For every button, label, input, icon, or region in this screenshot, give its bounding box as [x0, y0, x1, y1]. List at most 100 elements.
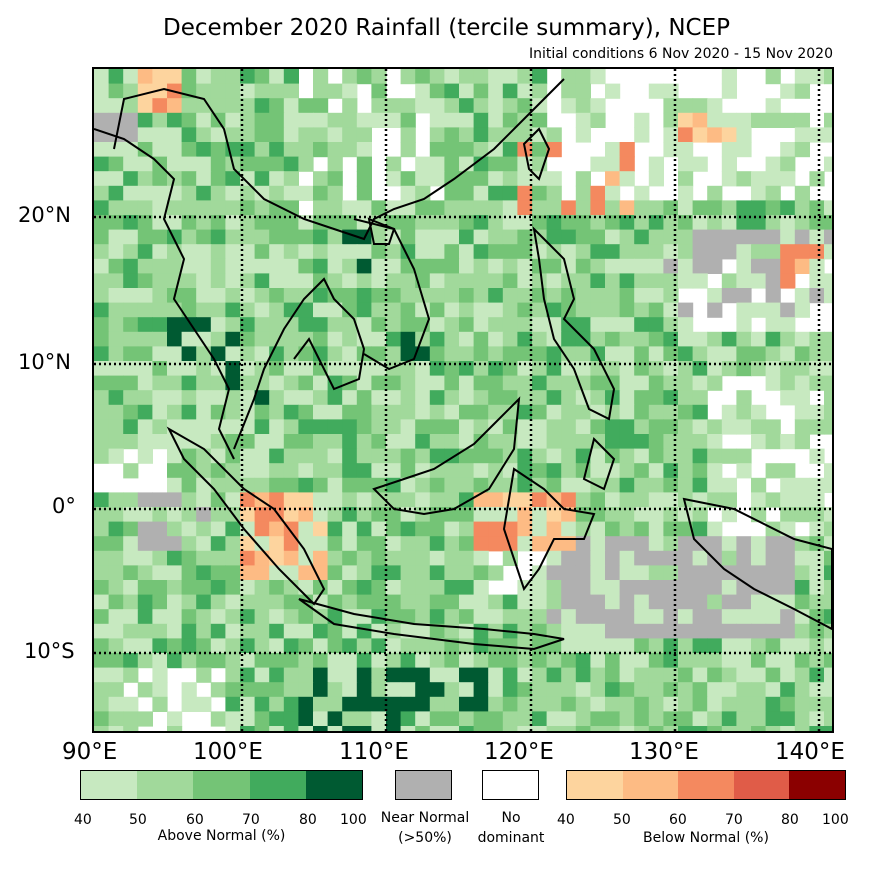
map-cell [605, 185, 621, 201]
map-cell [692, 331, 708, 347]
map-cell [225, 667, 241, 683]
map-cell [794, 419, 810, 435]
map-cell [736, 390, 752, 406]
map-cell [736, 404, 752, 420]
map-cell [488, 594, 504, 610]
legend-below-tick-60: 60 [669, 812, 687, 828]
map-cell [473, 448, 489, 464]
map-cell [459, 390, 475, 406]
map-cell [196, 550, 212, 566]
map-cell [736, 667, 752, 683]
map-cell [386, 375, 402, 391]
map-cell [400, 69, 416, 85]
map-cell [605, 317, 621, 333]
map-cell [459, 477, 475, 493]
map-cell [283, 477, 299, 493]
map-cell [283, 215, 299, 231]
map-cell [415, 682, 431, 698]
map-cell [590, 288, 606, 304]
map-cell [108, 448, 124, 464]
map-cell [167, 258, 183, 274]
map-cell [648, 273, 664, 289]
map-cell [400, 142, 416, 158]
map-cell [254, 580, 270, 596]
map-cell [283, 229, 299, 245]
map-cell [123, 594, 139, 610]
map-cell [794, 536, 810, 552]
map-cell [502, 244, 518, 260]
map-cell [590, 594, 606, 610]
map-cell [386, 507, 402, 523]
map-cell [780, 726, 796, 731]
map-cell [167, 726, 183, 731]
map-cell [546, 550, 562, 566]
map-cell [517, 258, 533, 274]
map-cell [429, 507, 445, 523]
map-cell [590, 317, 606, 333]
map-cell [692, 667, 708, 683]
legend-no-dominant-swatch [482, 770, 539, 800]
map-cell [196, 229, 212, 245]
map-cell [444, 331, 460, 347]
map-cell [561, 580, 577, 596]
map-cell [605, 536, 621, 552]
map-cell [342, 696, 358, 712]
map-cell [575, 244, 591, 260]
map-cell [459, 215, 475, 231]
legend-above-swatch-4 [249, 771, 306, 799]
map-cell [751, 477, 767, 493]
map-cell [415, 550, 431, 566]
map-cell [196, 696, 212, 712]
map-cell [254, 390, 270, 406]
map-cell [123, 244, 139, 260]
map-cell [459, 404, 475, 420]
map-cell [444, 492, 460, 508]
map-cell [532, 375, 548, 391]
legend-below-swatch-3 [678, 771, 734, 799]
map-cell [371, 536, 387, 552]
map-cell [181, 448, 197, 464]
map-cell [371, 375, 387, 391]
map-cell [473, 638, 489, 654]
map-cell [546, 580, 562, 596]
map-cell [765, 419, 781, 435]
map-cell [824, 667, 832, 683]
map-cell [196, 375, 212, 391]
map-cell [794, 302, 810, 318]
legend-below-caption: Below Normal (%) [643, 830, 769, 846]
map-cell [313, 609, 329, 625]
map-cell [269, 536, 285, 552]
map-cell [210, 492, 226, 508]
map-cell [575, 463, 591, 479]
map-cell [780, 215, 796, 231]
map-cell [473, 404, 489, 420]
map-cell [517, 404, 533, 420]
map-cell [137, 565, 153, 581]
map-cell [94, 448, 110, 464]
map-cell [634, 375, 650, 391]
map-cell [167, 448, 183, 464]
map-cell [342, 667, 358, 683]
map-cell [809, 638, 825, 654]
map-cell [137, 623, 153, 639]
map-cell [181, 594, 197, 610]
map-cell [196, 156, 212, 172]
map-cell [561, 682, 577, 698]
map-cell [634, 550, 650, 566]
map-cell [575, 346, 591, 362]
lat-label-10n: 10°N [18, 350, 71, 374]
map-cell [561, 463, 577, 479]
map-cell [692, 419, 708, 435]
map-cell [736, 609, 752, 625]
map-cell [313, 98, 329, 114]
map-cell [663, 375, 679, 391]
map-cell [459, 185, 475, 201]
map-cell [678, 185, 694, 201]
map-cell [269, 682, 285, 698]
map-cell [678, 536, 694, 552]
map-cell [254, 98, 270, 114]
map-cell [473, 390, 489, 406]
map-cell [634, 463, 650, 479]
map-cell [634, 507, 650, 523]
map-cell [429, 565, 445, 581]
